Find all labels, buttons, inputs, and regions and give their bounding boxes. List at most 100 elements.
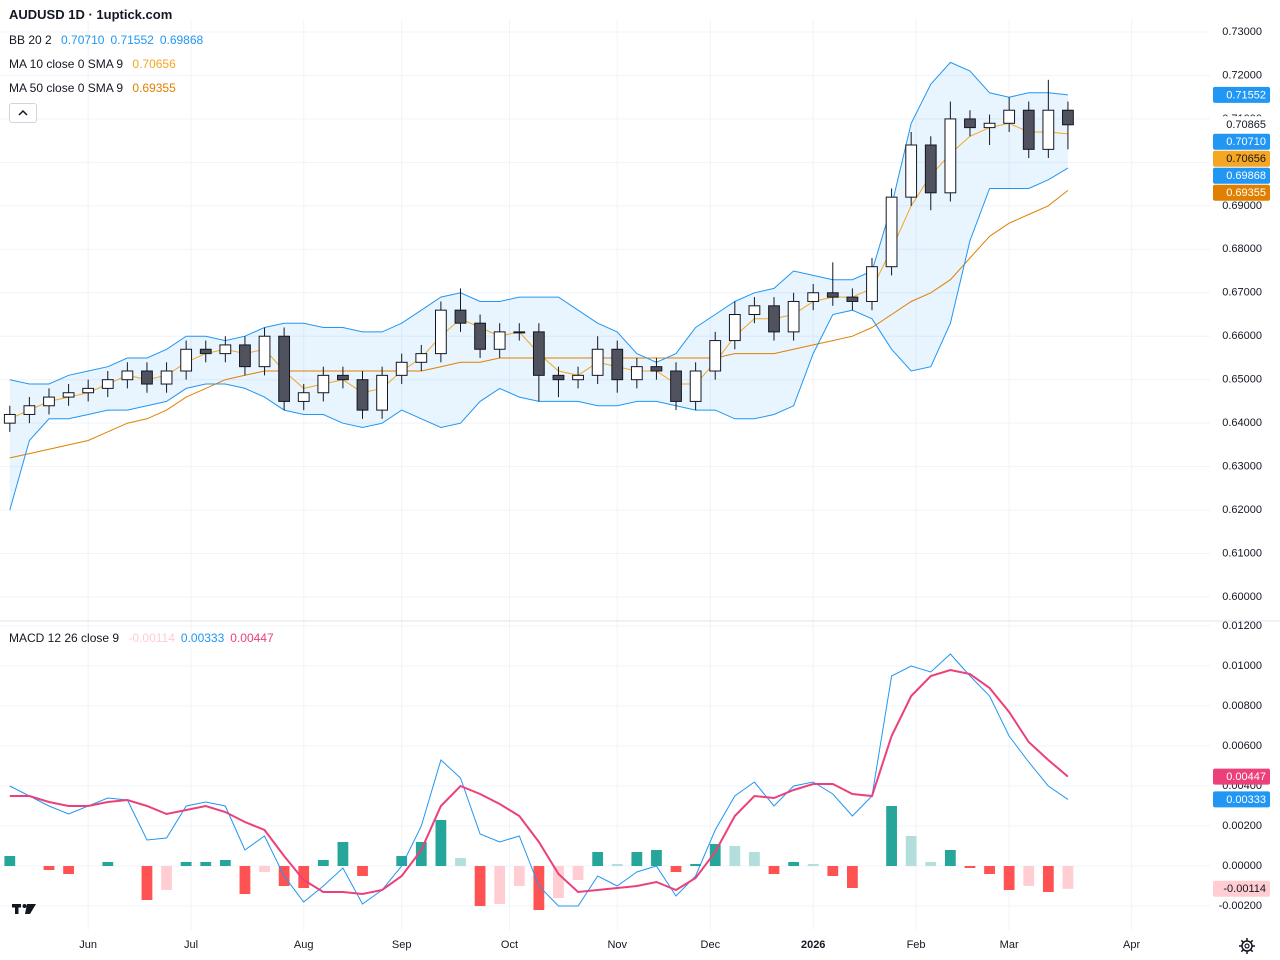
candle-body bbox=[944, 118, 957, 194]
candle-body bbox=[62, 392, 75, 398]
bb-fill bbox=[9, 62, 1068, 511]
histogram-bar bbox=[435, 820, 447, 866]
candle-body bbox=[630, 366, 643, 381]
x-tick-label: Jul bbox=[184, 939, 198, 951]
grid bbox=[0, 20, 1210, 930]
y-tick-label: 0.63000 bbox=[1222, 461, 1262, 473]
price-tags: 0.71552 0.70865 0.70710 0.70656 0.69868 0.693… bbox=[1212, 86, 1271, 897]
candle-body bbox=[82, 387, 95, 394]
histogram-bar bbox=[317, 860, 329, 866]
legend-ma50: MA 50 close 0 SMA 9 0.69355 bbox=[9, 81, 182, 95]
histogram-bar bbox=[396, 856, 408, 866]
logo bbox=[12, 904, 36, 914]
legend-name: MA 50 close 0 SMA 9 bbox=[9, 81, 124, 95]
y-tick-label: 0.68000 bbox=[1222, 243, 1262, 255]
candle-body bbox=[199, 348, 212, 355]
histogram-bar bbox=[847, 866, 858, 888]
legend-value: 0.69868 bbox=[159, 33, 204, 47]
histogram-bar bbox=[827, 866, 839, 876]
candle-body bbox=[846, 296, 859, 302]
candle-body bbox=[650, 366, 663, 372]
histogram-bar bbox=[1062, 866, 1074, 889]
y-tick-label: 0.61000 bbox=[1222, 547, 1262, 559]
candle-body bbox=[180, 348, 193, 372]
histogram-bar bbox=[494, 866, 506, 904]
histogram-bar bbox=[788, 862, 799, 866]
legend-bb: BB 20 2 0.70710 0.71552 0.69868 bbox=[9, 33, 209, 47]
legend-value: 0.00333 bbox=[180, 631, 225, 645]
y-tick-label: 0.01000 bbox=[1222, 660, 1262, 672]
legend-name: MACD 12 26 close 9 bbox=[9, 631, 120, 645]
histogram-bar bbox=[298, 866, 310, 888]
chart-title: AUDUSD 1D · 1uptick.com bbox=[9, 7, 173, 22]
candle-body bbox=[689, 370, 702, 402]
legend-name: BB 20 2 bbox=[9, 33, 52, 47]
x-tick-label: Jun bbox=[79, 939, 97, 951]
candle-body bbox=[787, 300, 800, 333]
candle-body bbox=[572, 374, 584, 381]
histogram-bar bbox=[925, 862, 937, 866]
candle-body bbox=[297, 392, 310, 402]
y-tick-label: 0.65000 bbox=[1222, 374, 1262, 386]
candle-body bbox=[807, 292, 820, 302]
y-tick-label: 0.01200 bbox=[1222, 620, 1262, 632]
x-tick-label: Mar bbox=[1000, 939, 1019, 951]
candle-body bbox=[43, 396, 55, 407]
histogram-bar bbox=[63, 866, 74, 874]
histogram-bar bbox=[4, 856, 16, 866]
histogram-bar bbox=[474, 866, 486, 906]
y-tick-label: 0.67000 bbox=[1222, 287, 1262, 299]
legend-value: 0.70710 bbox=[61, 33, 105, 47]
histogram-bar bbox=[200, 862, 212, 866]
collapse-icon bbox=[18, 109, 28, 116]
histogram-bar bbox=[1042, 866, 1054, 892]
y-tick-label: 0.72000 bbox=[1222, 69, 1262, 81]
candle-body bbox=[239, 344, 251, 368]
x-tick-label: Aug bbox=[294, 939, 314, 951]
histogram-bar bbox=[1003, 866, 1015, 890]
price-tag-label: 0.69355 bbox=[1226, 187, 1266, 199]
legend-value: 0.71552 bbox=[110, 33, 154, 47]
legend-value: 0.00447 bbox=[230, 631, 274, 645]
candle-body bbox=[415, 353, 428, 363]
histogram-bar bbox=[415, 842, 427, 866]
axes: 0.60000 0.61000 0.62000 0.63000 0.64000 0.650… bbox=[79, 26, 1262, 951]
candle-body bbox=[611, 348, 624, 381]
candle-body bbox=[552, 374, 565, 381]
candle-body bbox=[964, 118, 976, 129]
histogram-bar bbox=[807, 864, 819, 866]
histogram-bar bbox=[513, 866, 525, 886]
candle-body bbox=[258, 335, 271, 368]
price-tag-label: 0.70710 bbox=[1226, 136, 1266, 148]
candle-body bbox=[337, 374, 349, 381]
histogram-bar bbox=[533, 866, 545, 910]
histogram-bar bbox=[102, 862, 114, 866]
candle-body bbox=[395, 361, 408, 376]
y-tick-label: 0.73000 bbox=[1222, 26, 1262, 38]
candle-body bbox=[376, 374, 388, 411]
candle-body bbox=[670, 370, 682, 402]
histogram-bar bbox=[631, 852, 643, 866]
candle-body bbox=[905, 144, 918, 198]
histogram-bar bbox=[709, 844, 721, 866]
collapse-button[interactable] bbox=[9, 103, 37, 123]
candle-body bbox=[513, 331, 526, 334]
legend-value: 0.69355 bbox=[132, 81, 176, 95]
histogram-bar bbox=[905, 836, 917, 866]
signal-line bbox=[9, 668, 1069, 896]
settings-button[interactable] bbox=[1239, 938, 1255, 954]
x-tick-label: Nov bbox=[607, 939, 627, 951]
candle-body bbox=[454, 309, 467, 324]
histogram-bar bbox=[690, 864, 702, 866]
x-tick-label: 2026 bbox=[801, 939, 825, 951]
candle-body bbox=[141, 370, 153, 385]
histogram-bar bbox=[239, 866, 251, 894]
macd-pane bbox=[4, 653, 1074, 910]
histogram-bar bbox=[749, 852, 760, 866]
y-tick-label: 0.62000 bbox=[1222, 504, 1262, 516]
histogram-bar bbox=[886, 806, 897, 866]
y-tick-label: 0.60000 bbox=[1222, 591, 1262, 603]
histogram-bar bbox=[670, 866, 682, 872]
